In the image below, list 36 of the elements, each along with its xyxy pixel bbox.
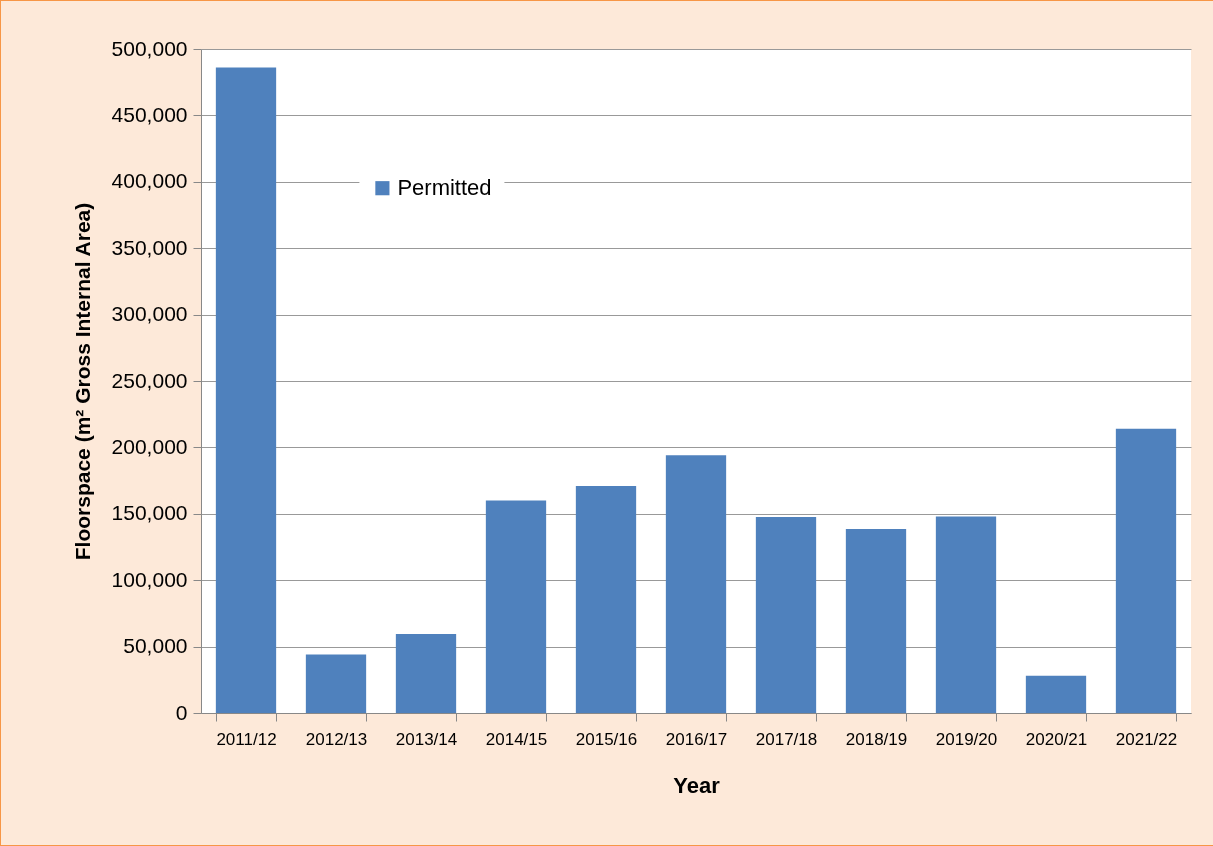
bar: [935, 516, 997, 713]
legend-label: Permitted: [397, 175, 492, 201]
bar: [305, 654, 367, 713]
y-tick-label: 500,000: [111, 36, 188, 60]
y-tick-label: 150,000: [111, 501, 188, 525]
y-tick-label: 200,000: [111, 434, 188, 458]
bar: [575, 485, 637, 713]
bar: [1025, 675, 1087, 713]
x-tick-label: 2020/21: [1025, 729, 1088, 749]
x-tick-label: 2017/18: [755, 729, 818, 749]
bar: [215, 67, 277, 713]
bar: [845, 529, 907, 713]
x-tick-label: 2018/19: [845, 729, 908, 749]
x-tick-label: 2014/15: [485, 729, 548, 749]
bar: [395, 633, 457, 713]
x-tick-label: 2015/16: [575, 729, 638, 749]
x-tick-label: 2019/20: [935, 729, 998, 749]
bar: [1115, 428, 1177, 713]
y-axis-title: Floorspace (m² Gross Internal Area): [70, 202, 94, 561]
x-tick-label: 2011/12: [216, 729, 277, 749]
y-tick-label: 50,000: [123, 634, 188, 658]
x-tick-label: 2021/22: [1115, 729, 1178, 749]
bar: [485, 500, 547, 713]
x-tick-label: 2016/17: [665, 729, 728, 749]
y-tick-label: 350,000: [111, 235, 188, 259]
x-tick-label: 2013/14: [395, 729, 458, 749]
y-tick-label: 400,000: [111, 169, 188, 193]
x-axis-title: Year: [673, 772, 721, 798]
y-tick-label: 100,000: [111, 567, 188, 591]
y-tick-label: 0: [175, 700, 188, 724]
y-tick-label: 250,000: [111, 368, 188, 392]
bar: [755, 517, 817, 713]
y-tick-label: 450,000: [111, 102, 188, 126]
x-tick-label: 2012/13: [305, 729, 368, 749]
y-tick-label: 300,000: [111, 302, 188, 326]
bar: [665, 455, 727, 713]
